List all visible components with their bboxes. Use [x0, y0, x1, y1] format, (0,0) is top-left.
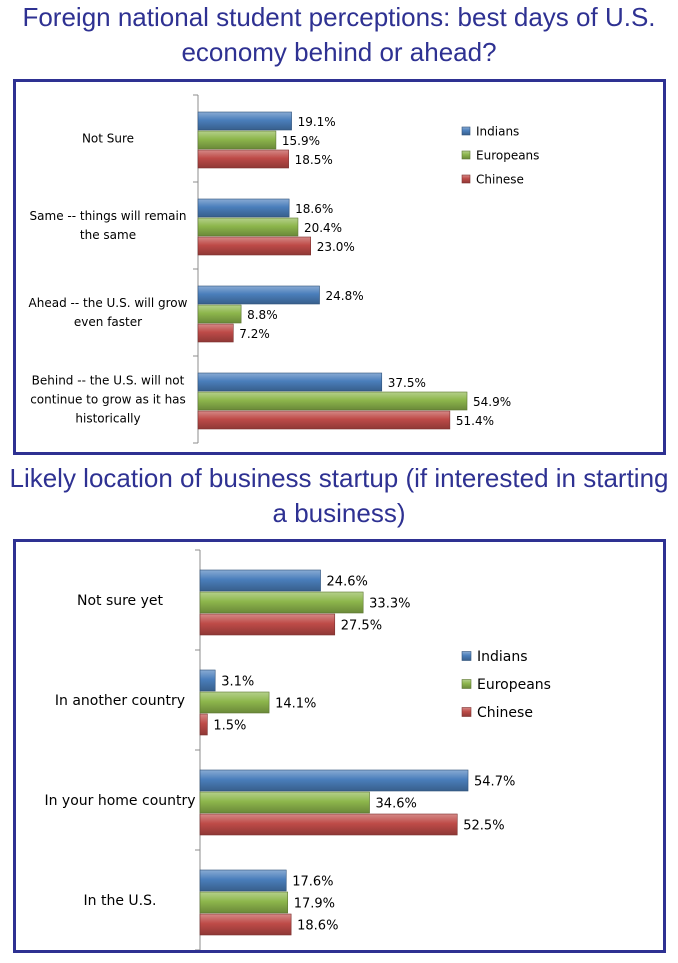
bar-indians	[197, 198, 290, 218]
legend-swatch-europeans	[461, 150, 471, 160]
bar-chinese	[199, 813, 458, 836]
legend-swatch-europeans	[461, 679, 472, 689]
bar-europeans	[199, 891, 289, 914]
bar-chinese	[197, 236, 311, 256]
data-label: 7.2%	[239, 327, 270, 341]
chart-panel: Not sure yet 24.6% 33.3% 27.5% In another co…	[13, 539, 666, 953]
category-label: continue to grow as it has	[30, 393, 186, 407]
legend-swatch-indians	[461, 126, 471, 136]
data-label: 14.1%	[275, 697, 316, 712]
bar-europeans	[197, 391, 468, 411]
legend-label: Indians	[477, 649, 528, 665]
bar-europeans	[197, 130, 277, 150]
data-label: 33.3%	[369, 597, 410, 612]
bar-chinese	[197, 149, 289, 169]
category-label: Same -- things will remain	[30, 209, 187, 223]
data-label: 18.6%	[297, 919, 338, 934]
bar-chart: Not Sure 19.1% 15.9% 18.5% Same -- things wi…	[29, 94, 539, 444]
data-label: 18.5%	[295, 153, 333, 167]
category-label: the same	[80, 228, 136, 242]
category-label: In the U.S.	[84, 893, 157, 909]
data-label: 54.7%	[474, 775, 515, 790]
category-label: even faster	[74, 315, 142, 329]
data-label: 3.1%	[221, 675, 254, 690]
legend-label: Chinese	[477, 705, 533, 721]
category-label: In your home country	[44, 793, 195, 809]
bar-chinese	[199, 913, 292, 936]
data-label: 23.0%	[317, 240, 355, 254]
bar-europeans	[197, 217, 299, 237]
category-label: historically	[75, 412, 140, 426]
data-label: 17.9%	[294, 897, 335, 912]
data-label: 27.5%	[341, 619, 382, 634]
bar-indians	[197, 372, 383, 392]
bar-europeans	[199, 791, 370, 814]
legend-swatch-indians	[461, 651, 472, 661]
data-label: 52.5%	[463, 819, 504, 834]
data-label: 20.4%	[304, 221, 342, 235]
bar-europeans	[199, 591, 364, 614]
legend-label: Indians	[476, 124, 519, 138]
bar-indians	[199, 769, 469, 792]
bar-indians	[199, 669, 216, 692]
bar-indians	[197, 285, 320, 305]
data-label: 8.8%	[247, 308, 278, 322]
category-label: In another country	[55, 693, 185, 709]
data-label: 51.4%	[456, 414, 494, 428]
data-label: 15.9%	[282, 134, 320, 148]
legend-label: Chinese	[476, 172, 524, 186]
chart-title: Foreign national student perceptions: be…	[0, 0, 678, 70]
bar-chinese	[199, 613, 336, 636]
data-label: 1.5%	[213, 719, 246, 734]
legend-label: Europeans	[477, 677, 551, 693]
legend-swatch-chinese	[461, 707, 472, 717]
data-label: 34.6%	[376, 797, 417, 812]
data-label: 17.6%	[292, 875, 333, 890]
data-label: 19.1%	[298, 115, 336, 129]
legend-label: Europeans	[476, 148, 539, 162]
chart-panel: Not Sure 19.1% 15.9% 18.5% Same -- things wi…	[13, 79, 666, 455]
bar-chart: Not sure yet 24.6%33.3% 27.5% In another co…	[44, 549, 551, 950]
bar-europeans	[199, 691, 270, 714]
bar-indians	[197, 111, 292, 131]
data-label: 37.5%	[388, 376, 426, 390]
bar-indians	[199, 869, 287, 892]
chart-title: Likely location of business startup (if …	[0, 461, 678, 531]
chart-title-line: Likely location of business startup (if …	[9, 463, 669, 528]
data-label: 54.9%	[473, 395, 511, 409]
bar-europeans	[197, 304, 242, 324]
category-label: Ahead -- the U.S. will grow	[29, 296, 188, 310]
legend-swatch-chinese	[461, 174, 471, 184]
category-label: Not Sure	[82, 132, 134, 146]
bar-chinese	[199, 713, 208, 736]
data-label: 18.6%	[295, 202, 333, 216]
bar-indians	[199, 569, 321, 592]
chart-title-line: Foreign national student perceptions: be…	[22, 2, 656, 67]
category-label: Behind -- the U.S. will not	[32, 374, 185, 388]
data-label: 24.6%	[327, 575, 368, 590]
bar-chinese	[197, 323, 234, 343]
category-label: Not sure yet	[77, 593, 164, 609]
data-label: 24.8%	[326, 289, 364, 303]
bar-chinese	[197, 410, 451, 430]
